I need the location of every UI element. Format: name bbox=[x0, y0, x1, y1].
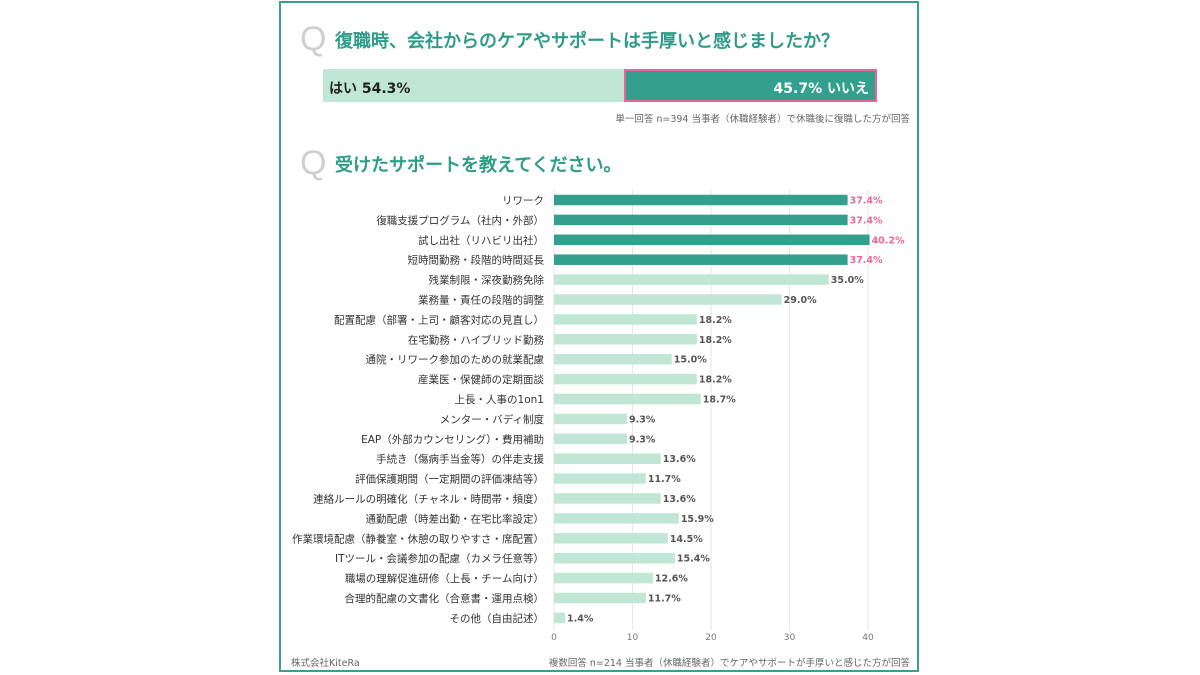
value-label: 29.0% bbox=[784, 295, 817, 306]
x-tick-label: 40 bbox=[862, 633, 874, 643]
q1-stacked-bar: はい 54.3% 45.7% いいえ bbox=[323, 69, 877, 102]
q1-yes-label: はい 54.3% bbox=[329, 81, 411, 97]
q2-note: 複数回答 n=214 当事者（休職経験者）でケアやサポートが手厚いと感じた方が回… bbox=[548, 658, 910, 669]
category-label: リワーク bbox=[502, 195, 544, 207]
category-label: 通院・リワーク参加のための就業配慮 bbox=[366, 353, 545, 366]
value-label: 9.3% bbox=[629, 414, 656, 425]
category-label: その他（自由記述） bbox=[450, 612, 545, 625]
q1-yes-segment: はい 54.3% bbox=[323, 69, 624, 102]
q1-no-segment: 45.7% いいえ bbox=[624, 69, 877, 102]
bar bbox=[554, 234, 870, 246]
bar bbox=[554, 513, 679, 524]
value-label: 18.2% bbox=[699, 315, 732, 326]
bar bbox=[554, 533, 668, 544]
bar bbox=[554, 274, 829, 285]
bar bbox=[554, 373, 697, 385]
value-label: 18.2% bbox=[699, 335, 732, 346]
category-label: 産業医・保健師の定期面談 bbox=[418, 373, 544, 386]
q1-no-label: 45.7% いいえ bbox=[773, 81, 869, 97]
q2-mark: Q bbox=[300, 144, 327, 182]
bar bbox=[554, 214, 848, 226]
q1-note: 単一回答 n=394 当事者（休職経験者）で休職後に復職した方が回答 bbox=[615, 114, 910, 125]
bar bbox=[554, 353, 672, 365]
bar bbox=[554, 314, 697, 325]
x-tick-label: 30 bbox=[784, 633, 796, 643]
value-label: 18.7% bbox=[703, 395, 736, 406]
value-label: 1.4% bbox=[567, 613, 594, 624]
category-label: 連絡ルールの明確化（チャネル・時間帯・頻度） bbox=[313, 493, 544, 506]
category-label: 残業制限・深夜勤務免除 bbox=[429, 274, 545, 287]
category-label: 在宅勤務・ハイブリッド勤務 bbox=[408, 333, 545, 346]
category-label: メンター・バディ制度 bbox=[440, 413, 545, 426]
x-tick-label: 0 bbox=[551, 633, 557, 643]
x-tick-label: 20 bbox=[705, 633, 717, 643]
value-label: 9.3% bbox=[629, 434, 656, 445]
category-label: EAP（外部カウンセリング）・費用補助 bbox=[361, 433, 544, 446]
category-label: 通勤配慮（時差出勤・在宅比率設定） bbox=[366, 512, 545, 525]
q1-title: 復職時、会社からのケアやサポートは手厚いと感じましたか？ bbox=[335, 31, 839, 52]
x-tick-label: 10 bbox=[627, 633, 639, 643]
category-label: 合理的配慮の文書化（合意書・運用点検） bbox=[345, 592, 545, 605]
value-label: 40.2% bbox=[872, 235, 905, 246]
bar bbox=[554, 592, 646, 604]
category-label: 復職支援プログラム（社内・外部） bbox=[376, 214, 544, 227]
category-label: 試し出社（リハビリ出社） bbox=[418, 234, 544, 247]
category-label: 手続き（傷病手当金等）の伴走支援 bbox=[376, 453, 544, 466]
bar bbox=[554, 393, 701, 405]
brand-label: 株式会社KiteRa bbox=[291, 658, 360, 669]
value-label: 35.0% bbox=[831, 275, 864, 286]
q2-title: 受けたサポートを教えてください。 bbox=[335, 155, 622, 176]
value-label: 11.7% bbox=[648, 474, 681, 485]
value-label: 11.7% bbox=[648, 594, 681, 605]
bar bbox=[554, 572, 653, 584]
category-label: 短時間勤務・段階的時間延長 bbox=[408, 254, 545, 267]
category-label: 作業環境配慮（静養室・休憩の取りやすさ・席配置） bbox=[292, 532, 544, 545]
value-label: 18.2% bbox=[699, 375, 732, 386]
bar bbox=[554, 453, 661, 464]
value-label: 15.0% bbox=[674, 355, 707, 366]
bar bbox=[554, 254, 848, 265]
bar bbox=[554, 433, 628, 445]
value-label: 37.4% bbox=[850, 255, 883, 266]
value-label: 13.6% bbox=[663, 454, 696, 465]
value-label: 15.4% bbox=[677, 554, 710, 565]
bar bbox=[554, 552, 675, 564]
bar bbox=[554, 493, 661, 504]
value-label: 15.9% bbox=[681, 514, 714, 525]
value-label: 14.5% bbox=[670, 534, 703, 545]
bar bbox=[554, 294, 782, 305]
category-label: ITツール・会議参加の配慮（カメラ任意等） bbox=[335, 552, 544, 565]
bar bbox=[554, 612, 565, 624]
category-label: 配置配慮（部署・上司・顧客対応の見直し） bbox=[334, 313, 544, 326]
q1-mark: Q bbox=[300, 20, 327, 58]
bar bbox=[554, 473, 646, 484]
category-label: 業務量・責任の段階的調整 bbox=[418, 294, 544, 307]
category-label: 上長・人事の1on1 bbox=[455, 393, 544, 406]
bar bbox=[554, 413, 628, 425]
category-label: 評価保護期間（一定期間の評価凍結等） bbox=[355, 473, 544, 486]
value-label: 37.4% bbox=[850, 215, 883, 226]
value-label: 12.6% bbox=[655, 574, 688, 585]
bar bbox=[554, 334, 697, 345]
value-label: 13.6% bbox=[663, 494, 696, 505]
category-label: 職場の理解促進研修（上長・チーム向け） bbox=[345, 572, 544, 585]
bar bbox=[554, 194, 848, 206]
value-label: 37.4% bbox=[850, 196, 883, 207]
